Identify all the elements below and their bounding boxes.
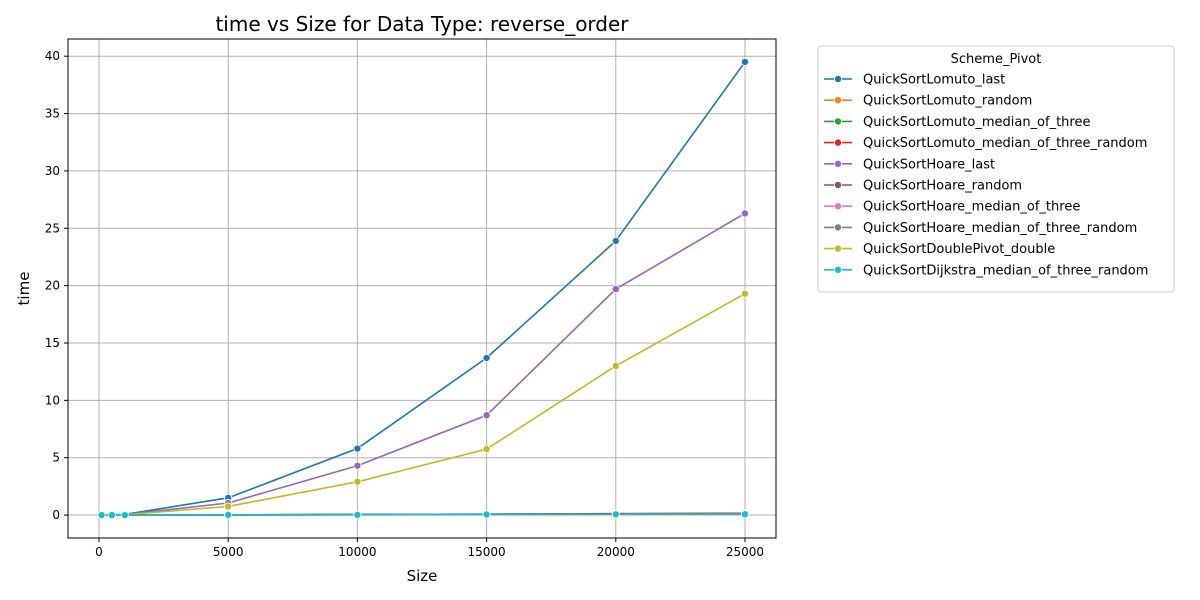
y-tick-label: 35 [45, 107, 60, 121]
data-point [740, 57, 749, 66]
legend-item: QuickSortHoare_median_of_three [824, 200, 1080, 215]
x-tick-label: 5000 [213, 545, 244, 559]
y-tick-label: 5 [52, 451, 60, 465]
legend-label: QuickSortDijkstra_median_of_three_random [863, 263, 1148, 278]
legend: Scheme_Pivot QuickSortLomuto_lastQuickSo… [817, 45, 1175, 293]
legend-swatch-marker [834, 138, 843, 147]
data-point [611, 510, 620, 519]
data-point [611, 236, 620, 245]
y-axis-label: time [15, 272, 33, 306]
x-axis: 0 5000 10000 15000 20000 25000 [95, 538, 764, 559]
data-point [482, 445, 491, 454]
legend-label: QuickSortHoare_random [863, 179, 1022, 194]
y-tick-label: 30 [45, 164, 60, 178]
legend-swatch-marker [834, 244, 843, 253]
chart-title: time vs Size for Data Type: reverse_orde… [215, 12, 629, 36]
data-point [353, 477, 362, 486]
data-point [482, 510, 491, 519]
x-axis-label: Size [407, 567, 438, 585]
data-point [482, 353, 491, 362]
legend-items: QuickSortLomuto_last QuickSortLomuto_rand… [824, 73, 1148, 278]
x-tick-label: 10000 [338, 545, 376, 559]
legend-item: QuickSortLomuto_median_of_three [824, 115, 1090, 130]
data-point [611, 361, 620, 370]
y-tick-label: 15 [45, 336, 60, 350]
x-tick-label: 20000 [597, 545, 635, 559]
y-axis: 0 5 10 15 20 25 30 35 40 [45, 49, 68, 522]
data-point [482, 411, 491, 420]
series-layer [97, 57, 749, 520]
legend-item: QuickSortLomuto_median_of_three_random [824, 136, 1147, 151]
y-tick-label: 40 [45, 49, 60, 63]
legend-item: QuickSortLomuto_last [824, 73, 1005, 88]
data-point [611, 285, 620, 294]
data-point [353, 444, 362, 453]
data-point [353, 510, 362, 519]
legend-item: QuickSortDoublePivot_double [824, 242, 1055, 257]
legend-swatch-marker [834, 96, 843, 105]
legend-label: QuickSortLomuto_last [863, 73, 1005, 88]
x-tick-label: 25000 [726, 545, 764, 559]
legend-label: QuickSortHoare_median_of_three [863, 200, 1080, 215]
data-point [740, 289, 749, 298]
y-tick-label: 10 [45, 393, 60, 407]
legend-label: QuickSortLomuto_median_of_three [863, 115, 1090, 130]
legend-label: QuickSortHoare_last [863, 157, 995, 172]
legend-swatch-marker [834, 202, 843, 211]
legend-label: QuickSortHoare_median_of_three_random [863, 221, 1137, 236]
legend-item: QuickSortHoare_last [824, 157, 995, 172]
data-point [740, 209, 749, 218]
legend-title: Scheme_Pivot [951, 52, 1042, 67]
legend-swatch-marker [834, 75, 843, 84]
legend-item: QuickSortHoare_median_of_three_random [824, 221, 1137, 236]
legend-swatch-marker [834, 265, 843, 274]
legend-swatch-marker [834, 180, 843, 189]
x-tick-label: 0 [95, 545, 103, 559]
y-tick-label: 25 [45, 221, 60, 235]
series-QuickSortDijkstra_median_of_three_random [97, 510, 749, 520]
legend-swatch-marker [834, 117, 843, 126]
legend-label: QuickSortDoublePivot_double [863, 242, 1055, 257]
data-point [107, 511, 116, 520]
y-tick-label: 0 [52, 508, 60, 522]
data-point [740, 510, 749, 519]
series-line [101, 513, 745, 516]
data-point [353, 461, 362, 470]
legend-swatch-marker [834, 159, 843, 168]
legend-item: QuickSortDijkstra_median_of_three_random [824, 263, 1148, 278]
legend-item: QuickSortLomuto_random [824, 94, 1032, 109]
legend-label: QuickSortLomuto_random [863, 94, 1032, 109]
legend-swatch-marker [834, 223, 843, 232]
legend-box [817, 45, 1175, 293]
plot-frame [67, 38, 777, 539]
x-tick-label: 15000 [468, 545, 506, 559]
data-point [97, 511, 106, 520]
data-point [120, 511, 129, 520]
legend-label: QuickSortLomuto_median_of_three_random [863, 136, 1147, 151]
data-point [224, 502, 233, 511]
data-point [224, 510, 233, 519]
legend-item: QuickSortHoare_random [824, 179, 1022, 194]
y-tick-label: 20 [45, 279, 60, 293]
